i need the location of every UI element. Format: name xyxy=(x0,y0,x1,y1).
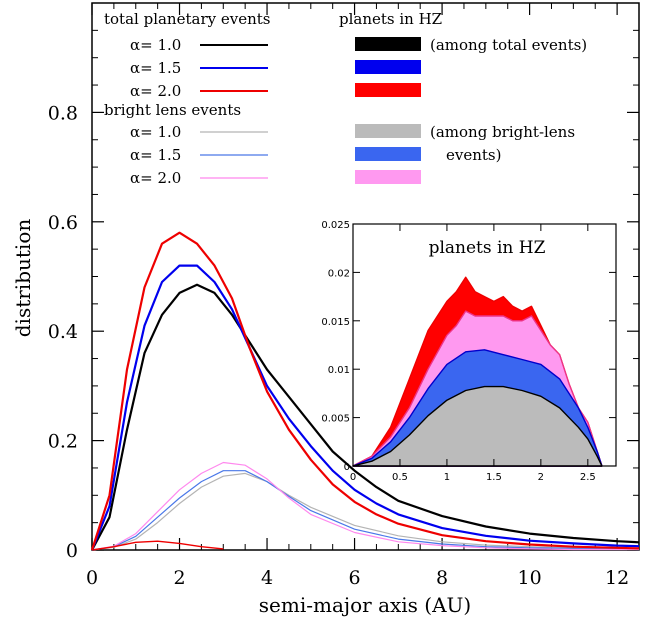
x-tick-label: 2 xyxy=(173,567,185,589)
inset-y-tick-label: 0.015 xyxy=(321,317,350,328)
series-line-bright-3 xyxy=(91,461,639,551)
series-line-bright-2 xyxy=(91,470,640,551)
x-tick-label: 10 xyxy=(518,567,542,589)
legend-total-header: total planetary events xyxy=(104,10,270,28)
inset-y-tick-label: 0.005 xyxy=(321,414,350,425)
legend-bright-alpha-1: α= 1.0 xyxy=(130,123,181,141)
x-tick-label: 6 xyxy=(349,567,361,589)
legend-hz-header: planets in HZ xyxy=(339,10,442,28)
legend-hz-note-total: (among total events) xyxy=(430,36,587,54)
legend-hz-swatch-bright-1 xyxy=(355,124,421,138)
inset-frame xyxy=(352,223,617,467)
legend-bright-alpha-3: α= 2.0 xyxy=(130,169,181,187)
x-tick-label: 0 xyxy=(86,567,98,589)
y-tick-label: 0.8 xyxy=(48,102,78,124)
legend-bright-alpha-2: α= 1.5 xyxy=(130,146,181,164)
inset-x-tick-label: 1 xyxy=(444,472,450,483)
legend-total-alpha-1: α= 1.0 xyxy=(130,36,181,54)
inset-axis-ticks xyxy=(352,223,616,467)
inset-y-tick-label: 0.025 xyxy=(321,220,350,231)
main-series-group xyxy=(90,231,640,551)
legend-total-alpha-2: α= 1.5 xyxy=(130,59,181,77)
inset-x-tick-label: 1.5 xyxy=(486,472,502,483)
series-line-total-1 xyxy=(91,283,640,551)
legend-hz-swatch-total-1 xyxy=(355,37,421,51)
legend-hz-swatch-total-3 xyxy=(355,83,421,97)
x-tick-label: 12 xyxy=(605,567,629,589)
legend-hz-note-bright-2: events) xyxy=(446,146,501,164)
inset-x-tick-label: 0 xyxy=(350,472,356,483)
y-tick-label: 0 xyxy=(66,540,78,562)
main-axis-ticks xyxy=(91,3,639,551)
legend-hz-swatch-bright-2 xyxy=(355,147,421,161)
inset-y-tick-label: 0 xyxy=(344,462,350,473)
legend-hz-note-bright-1: (among bright-lens xyxy=(430,123,575,141)
inset-title: planets in HZ xyxy=(429,238,546,258)
x-axis-label: semi-major axis (AU) xyxy=(259,593,471,617)
y-tick-label: 0.6 xyxy=(48,212,78,234)
legend-hz-swatch-total-2 xyxy=(355,60,421,74)
series-line-bright-1 xyxy=(91,472,640,551)
legend-hz-swatch-bright-3 xyxy=(355,170,421,184)
inset-y-tick-label: 0.01 xyxy=(328,365,350,376)
series-line-total-2 xyxy=(90,264,640,551)
inset-y-tick-label: 0.02 xyxy=(328,268,350,279)
y-tick-label: 0.4 xyxy=(48,321,78,343)
inset-x-tick-label: 0.5 xyxy=(392,472,408,483)
inset-area-4 xyxy=(352,385,603,467)
inset-tick-labels: 0 0.5 1 1.5 2 2.5 0 0.005 0.01 0.015 0.02 0.025 xyxy=(321,220,595,483)
y-tick-label: 0.2 xyxy=(48,431,78,453)
series-line-total-3 xyxy=(90,231,640,551)
series-line-hz-near-axis-1 xyxy=(91,540,224,551)
x-tick-label: 8 xyxy=(436,567,448,589)
inset-x-tick-label: 2.5 xyxy=(580,472,596,483)
y-axis-label: distribution xyxy=(11,219,35,338)
legend-total-alpha-3: α= 2.0 xyxy=(130,82,181,100)
inset-x-tick-label: 2 xyxy=(538,472,544,483)
legend-bright-header: bright lens events xyxy=(104,101,241,119)
legend: total planetary events α= 1.0 α= 1.5 α= … xyxy=(104,10,587,187)
inset-series-group xyxy=(352,276,603,467)
x-tick-label: 4 xyxy=(261,567,273,589)
